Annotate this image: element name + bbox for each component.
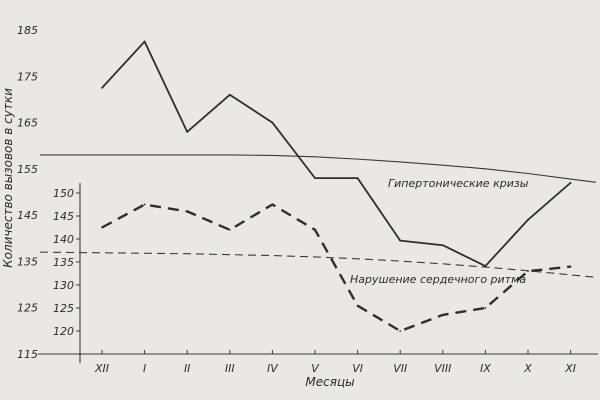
series-line-1	[101, 40, 572, 267]
trend-lines	[39, 154, 597, 278]
x-tick-label: IV	[267, 362, 279, 375]
left-tick-label: 165	[17, 117, 38, 130]
left-tick-label: 155	[17, 163, 38, 176]
data-point	[484, 307, 487, 309]
data-point	[143, 40, 146, 43]
data-point	[228, 93, 231, 96]
data-point	[399, 239, 402, 242]
data-point	[271, 203, 274, 206]
x-tick-label: X	[523, 362, 532, 375]
inner-y-axis: 120 125 130 135 140 145 150	[53, 183, 81, 363]
series-label-hypertensive-crises: Гипертонические кризы	[388, 177, 529, 190]
x-tick-label: IX	[480, 362, 491, 375]
data-point	[441, 314, 444, 316]
data-point	[484, 265, 487, 267]
x-tick-label: I	[143, 362, 146, 375]
trend-line-1	[40, 154, 597, 183]
series-lines	[101, 40, 572, 333]
left-tick-label: 125	[17, 302, 38, 315]
data-point	[356, 177, 359, 180]
data-point	[569, 181, 572, 184]
inner-tick-label: 125	[53, 302, 74, 315]
x-tick-label: III	[225, 362, 235, 375]
x-tick-label: XII	[94, 362, 109, 375]
x-axis-title: Месяцы	[305, 375, 354, 389]
inner-tick-label: 135	[53, 256, 74, 269]
data-point	[228, 228, 231, 231]
data-point	[186, 130, 189, 133]
data-point	[356, 304, 359, 307]
x-tick-label: VII	[393, 362, 407, 375]
x-tick-label: II	[184, 362, 191, 375]
data-point	[527, 270, 529, 273]
data-point	[143, 203, 146, 206]
inner-tick-label: 140	[53, 233, 74, 246]
series-line-2	[101, 203, 571, 333]
data-point	[527, 218, 529, 221]
left-tick-label: 175	[17, 70, 38, 83]
x-axis: XII I II III IV V VI VII VIII IX X XI	[38, 350, 598, 375]
left-tick-label: 115	[17, 348, 38, 361]
data-point	[399, 330, 402, 332]
inner-tick-label: 120	[53, 325, 74, 338]
left-tick-label: 145	[17, 209, 38, 222]
data-point	[314, 228, 316, 231]
inner-tick-label: 145	[53, 210, 74, 223]
data-point	[101, 86, 103, 89]
left-y-axis-ticks: 115 125 135 145 155 165 175 185	[17, 24, 38, 361]
data-point	[271, 121, 274, 124]
inner-tick-label: 150	[53, 187, 74, 200]
y-axis-title: Количество вызовов в сутки	[1, 88, 15, 268]
series-label-heart-rhythm: Нарушение сердечного ритма	[350, 273, 526, 286]
x-tick-label: V	[311, 362, 320, 375]
data-point	[186, 210, 189, 213]
left-tick-label: 135	[17, 255, 38, 268]
x-tick-label: XI	[564, 362, 576, 375]
left-tick-label: 185	[17, 24, 38, 37]
x-tick-label: VI	[352, 362, 363, 375]
chart-labels: Месяцы Количество вызовов в сутки Гиперт…	[1, 88, 529, 389]
data-point	[314, 177, 316, 180]
trend-line-2	[39, 251, 597, 278]
data-point	[101, 226, 103, 229]
x-tick-label: VIII	[434, 362, 451, 375]
inner-tick-label: 130	[53, 279, 74, 292]
data-point	[441, 244, 444, 247]
data-point	[569, 265, 572, 268]
